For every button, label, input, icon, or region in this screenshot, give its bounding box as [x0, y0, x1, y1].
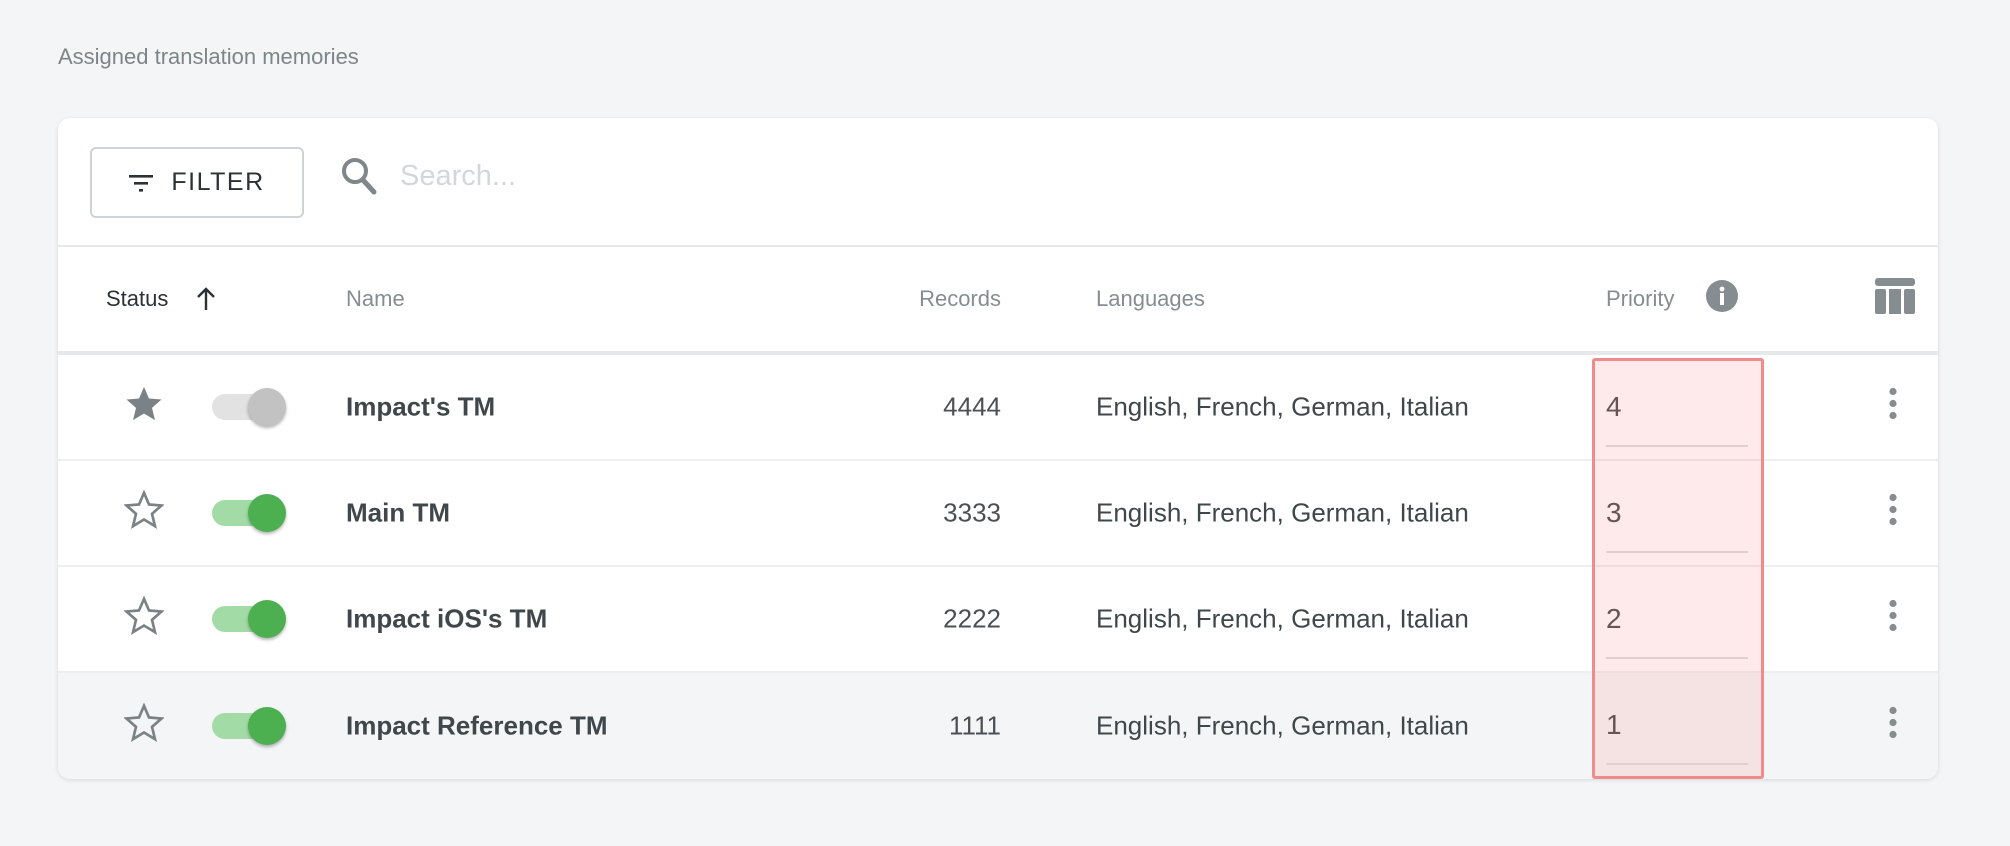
enable-toggle[interactable]	[208, 707, 286, 745]
more-options-icon[interactable]	[1885, 599, 1901, 640]
star-outline-icon[interactable]	[123, 595, 165, 643]
filter-label: FILTER	[171, 168, 265, 196]
star-outline-icon[interactable]	[123, 489, 165, 537]
column-header-priority[interactable]: Priority	[1606, 286, 1675, 311]
languages: English, French, German, Italian	[1096, 391, 1469, 422]
status-header-label: Status	[106, 286, 169, 311]
toolbar: FILTER	[58, 118, 1938, 247]
enable-toggle[interactable]	[208, 600, 286, 638]
table-row: Impact Reference TM 1111 English, French…	[58, 673, 1938, 779]
priority-value: 4	[1606, 391, 1622, 422]
tm-table-card: FILTER Status Name Records Languages Pri…	[58, 118, 1938, 779]
priority-input[interactable]: 1	[1606, 673, 1748, 779]
records-count: 3333	[943, 497, 1001, 528]
priority-value: 3	[1606, 497, 1622, 528]
columns-settings-icon[interactable]	[1875, 278, 1915, 320]
column-header-records[interactable]: Records	[919, 286, 1001, 311]
tm-name[interactable]: Main TM	[346, 497, 450, 528]
more-options-icon[interactable]	[1885, 387, 1901, 428]
tm-name[interactable]: Impact iOS's TM	[346, 603, 548, 634]
filter-button[interactable]: FILTER	[90, 147, 304, 218]
section-title: Assigned translation memories	[58, 44, 359, 69]
search-icon	[342, 158, 377, 195]
enable-toggle[interactable]	[208, 494, 286, 532]
table-row: Main TM 3333 English, French, German, It…	[58, 461, 1938, 567]
table-body: Impact's TM 4444 English, French, German…	[58, 355, 1938, 779]
column-header-languages[interactable]: Languages	[1096, 286, 1205, 311]
table-row: Impact's TM 4444 English, French, German…	[58, 355, 1938, 461]
records-count: 1111	[948, 710, 1001, 741]
search-box	[340, 156, 1000, 196]
languages: English, French, German, Italian	[1096, 497, 1469, 528]
tm-name[interactable]: Impact Reference TM	[346, 710, 608, 741]
star-outline-icon[interactable]	[123, 702, 165, 750]
priority-value: 1	[1606, 709, 1622, 740]
priority-input[interactable]: 3	[1606, 461, 1748, 567]
priority-info-icon[interactable]	[1705, 279, 1739, 319]
priority-input[interactable]: 4	[1606, 355, 1748, 461]
languages: English, French, German, Italian	[1096, 603, 1469, 634]
tm-name[interactable]: Impact's TM	[346, 391, 496, 422]
more-options-icon[interactable]	[1885, 706, 1901, 747]
filter-icon	[129, 174, 154, 192]
sort-ascending-icon	[197, 287, 216, 310]
table-header: Status Name Records Languages Priority	[58, 247, 1938, 355]
priority-value: 2	[1606, 603, 1622, 634]
records-count: 4444	[943, 391, 1001, 422]
column-header-name[interactable]: Name	[346, 286, 405, 311]
table-row: Impact iOS's TM 2222 English, French, Ge…	[58, 567, 1938, 673]
column-header-status[interactable]: Status	[106, 286, 216, 312]
search-input[interactable]	[400, 159, 1000, 193]
more-options-icon[interactable]	[1885, 493, 1901, 534]
languages: English, French, German, Italian	[1096, 710, 1469, 741]
priority-input[interactable]: 2	[1606, 567, 1748, 673]
enable-toggle[interactable]	[208, 388, 286, 426]
star-filled-icon[interactable]	[124, 384, 164, 431]
records-count: 2222	[943, 603, 1001, 634]
